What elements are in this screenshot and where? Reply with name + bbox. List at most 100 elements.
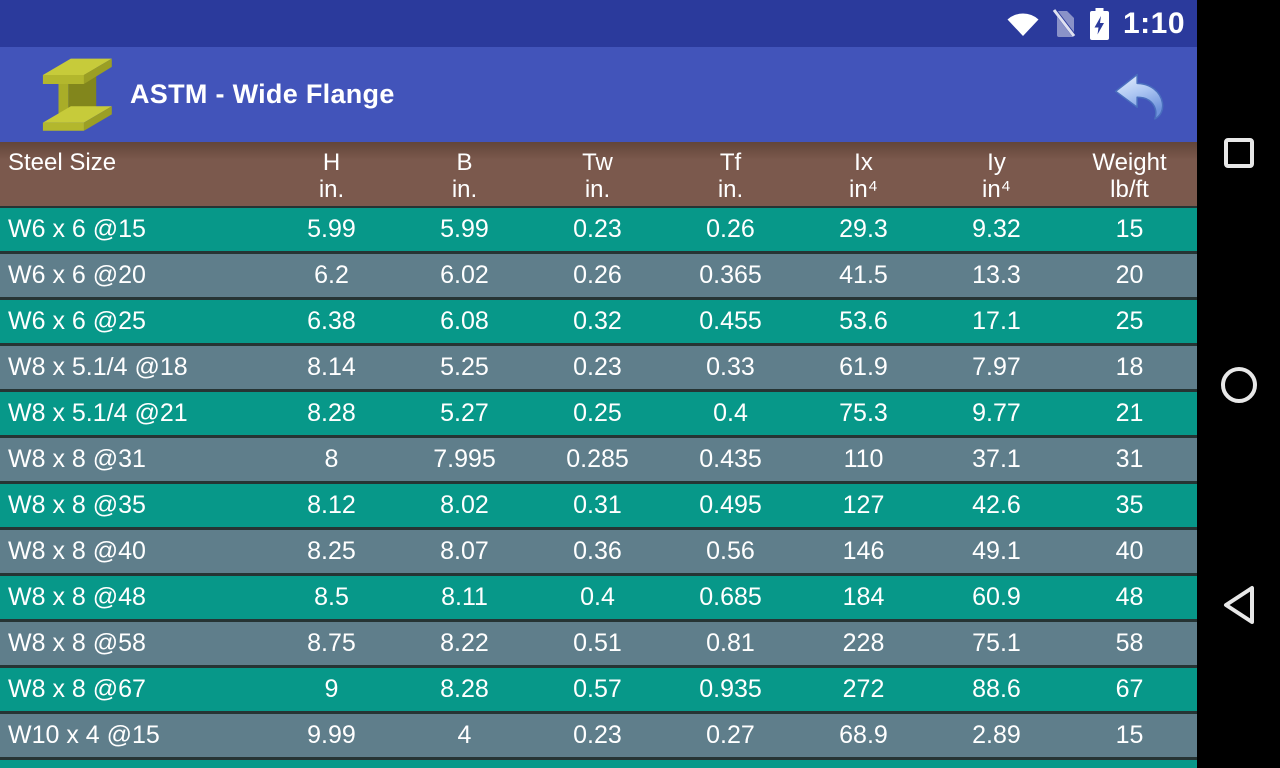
value-cell: 6.2 [314, 261, 349, 289]
value-cell: 67 [1115, 675, 1144, 703]
back-triangle-icon[interactable] [1221, 584, 1257, 626]
steel-size-cell: W8 x 5.1/4 @21 [8, 399, 188, 427]
table-row[interactable]: W10 x 4 @15 9.99 4 0.23 0.27 68.9 2.89 15 [0, 714, 1197, 757]
status-clock: 1:10 [1122, 6, 1185, 40]
back-arrow-icon[interactable] [1111, 71, 1167, 126]
column-header-iy: Iy in⁴ [982, 149, 1011, 203]
battery-charging-icon [1089, 7, 1110, 40]
steel-size-cell: W8 x 8 @58 [8, 629, 146, 657]
value-cell: 4 [457, 721, 472, 749]
value-cell: 88.6 [972, 675, 1021, 703]
value-cell: 0.36 [573, 537, 622, 565]
home-circle-icon[interactable] [1220, 366, 1258, 404]
table-row[interactable]: W6 x 6 @20 6.2 6.02 0.26 0.365 41.5 13.3 20 [0, 254, 1197, 297]
table-row[interactable]: W6 x 6 @15 5.99 5.99 0.23 0.26 29.3 9.32 15 [0, 208, 1197, 251]
table-body: W6 x 6 @15 5.99 5.99 0.23 0.26 29.3 9.32 15 W6 x… [0, 208, 1197, 760]
value-cell: 0.25 [573, 399, 622, 427]
steel-size-cell: W8 x 5.1/4 @18 [8, 353, 188, 381]
value-cell: 0.57 [573, 675, 622, 703]
table-row[interactable]: W6 x 6 @25 6.38 6.08 0.32 0.455 53.6 17.1 25 [0, 300, 1197, 343]
table-row[interactable]: W8 x 5.1/4 @21 8.28 5.27 0.25 0.4 75.3 9.77 21 [0, 392, 1197, 435]
value-cell: 0.33 [706, 353, 755, 381]
value-cell: 0.56 [706, 537, 755, 565]
value-cell: 40 [1115, 537, 1144, 565]
steel-size-cell: W8 x 8 @67 [8, 675, 146, 703]
value-cell: 0.31 [573, 491, 622, 519]
value-cell: 15 [1115, 215, 1144, 243]
steel-size-cell: W6 x 6 @20 [8, 261, 146, 289]
value-cell: 8.28 [440, 675, 489, 703]
column-header-tw: Tw in. [582, 149, 613, 203]
value-cell: 0.81 [706, 629, 755, 657]
steel-size-cell: W6 x 6 @15 [8, 215, 146, 243]
value-cell: 0.4 [713, 399, 748, 427]
value-cell: 75.1 [972, 629, 1021, 657]
value-cell: 8.14 [307, 353, 356, 381]
value-cell: 0.26 [706, 215, 755, 243]
table-row[interactable]: W8 x 8 @31 8 7.995 0.285 0.435 110 37.1 31 [0, 438, 1197, 481]
value-cell: 0.26 [573, 261, 622, 289]
value-cell: 8.11 [441, 583, 488, 611]
page-title: ASTM - Wide Flange [130, 79, 395, 109]
steel-size-cell: W6 x 6 @25 [8, 307, 146, 335]
value-cell: 0.32 [573, 307, 622, 335]
value-cell: 6.38 [307, 307, 356, 335]
table-row[interactable]: W8 x 8 @35 8.12 8.02 0.31 0.495 127 42.6 35 [0, 484, 1197, 527]
column-header-tf: Tf in. [717, 149, 744, 203]
value-cell: 8.07 [440, 537, 489, 565]
value-cell: 49.1 [972, 537, 1021, 565]
value-cell: 5.99 [307, 215, 356, 243]
value-cell: 17.1 [972, 307, 1021, 335]
value-cell: 42.6 [972, 491, 1021, 519]
steel-size-cell: W8 x 8 @35 [8, 491, 146, 519]
value-cell: 58 [1115, 629, 1144, 657]
column-header-steel-size: Steel Size [8, 149, 117, 176]
steel-size-cell: W8 x 8 @48 [8, 583, 146, 611]
value-cell: 0.435 [699, 445, 762, 473]
value-cell: 31 [1115, 445, 1144, 473]
value-cell: 37.1 [972, 445, 1021, 473]
value-cell: 21 [1115, 399, 1144, 427]
value-cell: 9 [324, 675, 339, 703]
table-row-partial [0, 760, 1197, 768]
value-cell: 60.9 [972, 583, 1021, 611]
value-cell: 8.25 [307, 537, 356, 565]
table-row[interactable]: W8 x 5.1/4 @18 8.14 5.25 0.23 0.33 61.9 7.97 18 [0, 346, 1197, 389]
table-row[interactable]: W8 x 8 @67 9 8.28 0.57 0.935 272 88.6 67 [0, 668, 1197, 711]
table-row[interactable]: W8 x 8 @58 8.75 8.22 0.51 0.81 228 75.1 58 [0, 622, 1197, 665]
column-header-ix: Ix in⁴ [849, 149, 878, 203]
value-cell: 5.99 [440, 215, 489, 243]
value-cell: 272 [842, 675, 885, 703]
value-cell: 20 [1115, 261, 1144, 289]
value-cell: 0.23 [573, 721, 622, 749]
value-cell: 8.02 [440, 491, 489, 519]
value-cell: 0.23 [573, 215, 622, 243]
value-cell: 25 [1115, 307, 1144, 335]
status-bar: 1:10 [0, 0, 1197, 47]
wifi-icon [1006, 10, 1040, 37]
table-row[interactable]: W8 x 8 @40 8.25 8.07 0.36 0.56 146 49.1 40 [0, 530, 1197, 573]
no-sim-icon [1051, 8, 1078, 40]
value-cell: 8 [324, 445, 339, 473]
i-beam-icon [38, 56, 120, 145]
value-cell: 0.935 [699, 675, 762, 703]
table-row[interactable]: W8 x 8 @48 8.5 8.11 0.4 0.685 184 60.9 48 [0, 576, 1197, 619]
value-cell: 5.27 [440, 399, 489, 427]
value-cell: 9.77 [972, 399, 1021, 427]
value-cell: 8.12 [307, 491, 356, 519]
value-cell: 0.27 [706, 721, 755, 749]
value-cell: 0.365 [699, 261, 762, 289]
value-cell: 2.89 [972, 721, 1021, 749]
value-cell: 9.99 [307, 721, 356, 749]
value-cell: 7.97 [972, 353, 1021, 381]
value-cell: 7.995 [433, 445, 496, 473]
column-header-weight: Weight lb/ft [1092, 149, 1167, 203]
value-cell: 0.23 [573, 353, 622, 381]
value-cell: 146 [842, 537, 885, 565]
recents-square-icon[interactable] [1223, 137, 1255, 169]
